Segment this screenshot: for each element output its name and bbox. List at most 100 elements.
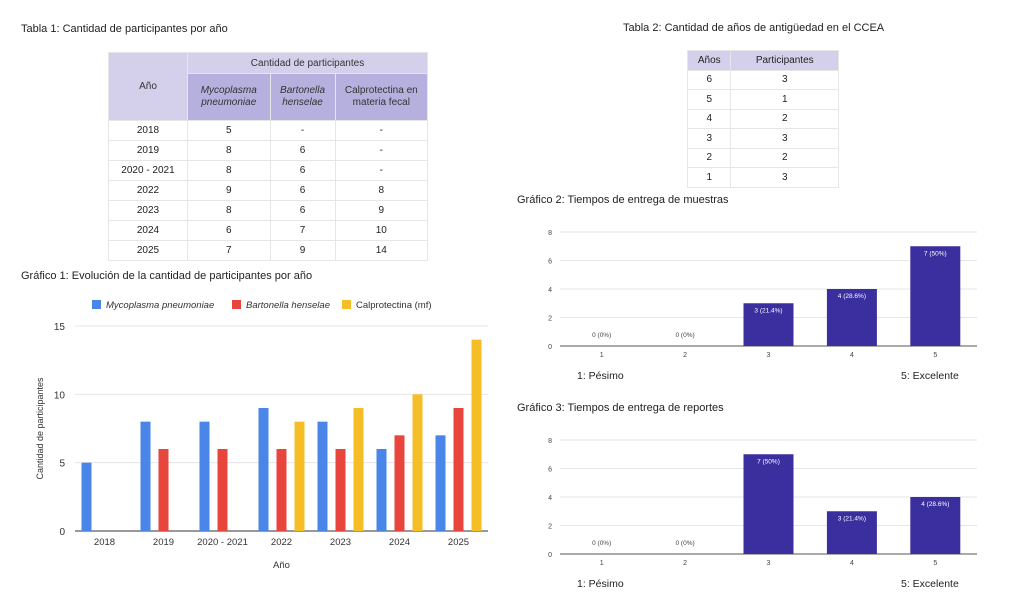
bar — [276, 449, 287, 531]
table-row: 2018 5- - — [108, 120, 429, 141]
table-cell: - — [334, 120, 429, 141]
x-tick-label: 2025 — [448, 537, 469, 548]
table-cell: 6 — [269, 180, 336, 201]
table-cell: 5 — [187, 120, 271, 141]
chart2-title: Gráfico 2: Tiempos de entrega de muestra… — [517, 194, 729, 206]
y-tick-label: 2 — [548, 316, 552, 323]
table-row: 2022 9 6 8 — [108, 180, 429, 201]
table-cell: 2019 — [108, 140, 188, 161]
table-cell: 9 — [269, 240, 336, 261]
table-cell: 3 — [730, 69, 839, 90]
data-label: 3 (21.4%) — [838, 515, 866, 522]
y-tick-label: 0 — [59, 527, 65, 538]
column-header: Años — [686, 50, 732, 71]
y-tick-label: 5 — [59, 459, 65, 470]
x-tick-label: 2018 — [94, 537, 115, 548]
table-row: 2023 8 6 9 — [108, 200, 429, 221]
scale-left-label: 1: Pésimo — [577, 578, 624, 590]
chart3-title: Gráfico 3: Tiempos de entrega de reporte… — [517, 402, 724, 414]
table-cell: 9 — [334, 200, 429, 221]
x-tick-label: 1 — [600, 352, 604, 359]
scale-right-label: 5: Excelente — [901, 370, 959, 382]
x-axis-label: Año — [273, 560, 290, 571]
bar — [258, 408, 269, 531]
table-row: 2019 8 6- — [108, 140, 429, 161]
bar — [910, 246, 961, 346]
y-tick-label: 6 — [548, 467, 552, 474]
x-tick-label: 2023 — [330, 537, 351, 548]
table-cell: 2 — [730, 108, 839, 129]
y-tick-label: 0 — [548, 344, 552, 351]
bar — [471, 339, 482, 531]
y-tick-label: 6 — [548, 259, 552, 266]
table-cell: 2 — [730, 147, 839, 168]
table-cell: - — [334, 140, 429, 161]
table-cell: 7 — [269, 220, 336, 241]
bar — [294, 421, 305, 531]
y-tick-label: 15 — [54, 322, 66, 333]
participants-by-year-table: Año Cantidad de participantes Mycoplasma… — [108, 52, 429, 261]
table-cell: 3 — [730, 128, 839, 149]
data-label: 7 (50%) — [924, 250, 947, 257]
table-cell: 7 — [187, 240, 271, 261]
table-cell: - — [269, 120, 336, 141]
data-label: 4 (28.6%) — [838, 293, 866, 300]
bar — [376, 449, 387, 531]
table2-caption: Tabla 2: Cantidad de años de antigüedad … — [623, 22, 885, 34]
bar — [453, 408, 464, 531]
x-tick-label: 2019 — [153, 537, 174, 548]
bar — [435, 435, 446, 531]
data-label: 3 (21.4%) — [754, 307, 782, 314]
table-cell: - — [334, 160, 429, 181]
y-axis-label: Cantidad de participantes — [35, 377, 45, 480]
table-row: 2020 - 2021 8 6- — [108, 160, 429, 181]
x-tick-label: 5 — [933, 560, 937, 567]
legend-label: Calprotectina (mf) — [356, 300, 432, 311]
legend-label: Bartonella henselae — [246, 300, 330, 311]
data-label: 7 (50%) — [757, 458, 780, 465]
x-tick-label: 3 — [767, 560, 771, 567]
table-row: 2024 6 7 10 — [108, 220, 429, 241]
table-cell: 2024 — [108, 220, 188, 241]
column-header: Participantes — [730, 50, 839, 71]
legend-label: Mycoplasma pneumoniae — [106, 300, 214, 311]
column-header: Calprotectina en materia fecal — [334, 73, 429, 121]
bar — [412, 394, 423, 531]
table-cell: 6 — [269, 200, 336, 221]
table-cell: 4 — [686, 108, 732, 129]
chart1-title: Gráfico 1: Evolución de la cantidad de p… — [21, 270, 313, 282]
table-cell: 1 — [730, 89, 839, 110]
y-tick-label: 8 — [548, 230, 552, 237]
y-tick-label: 2 — [548, 524, 552, 531]
bar — [826, 511, 877, 554]
table-cell: 8 — [187, 200, 271, 221]
table-cell: 9 — [187, 180, 271, 201]
legend-swatch — [342, 300, 351, 309]
table1-caption: Tabla 1: Cantidad de participantes por a… — [21, 23, 228, 35]
legend-swatch — [232, 300, 241, 309]
y-tick-label: 10 — [54, 390, 66, 401]
bar — [353, 408, 364, 531]
table-cell: 2023 — [108, 200, 188, 221]
x-tick-label: 4 — [850, 560, 854, 567]
table-row: 2025 7 9 14 — [108, 240, 429, 261]
x-tick-label: 3 — [767, 352, 771, 359]
data-label: 0 (0%) — [592, 540, 611, 547]
table-cell: 2022 — [108, 180, 188, 201]
table-cell: 6 — [187, 220, 271, 241]
x-tick-label: 5 — [933, 352, 937, 359]
y-tick-label: 8 — [548, 438, 552, 445]
table-cell: 5 — [686, 89, 732, 110]
x-tick-label: 2020 - 2021 — [197, 537, 248, 548]
table-cell: 8 — [187, 140, 271, 161]
participants-evolution-chart: 0 5 10 15 2018 2019 2020 - 2021 2022 2023 2024 202… — [35, 300, 488, 571]
